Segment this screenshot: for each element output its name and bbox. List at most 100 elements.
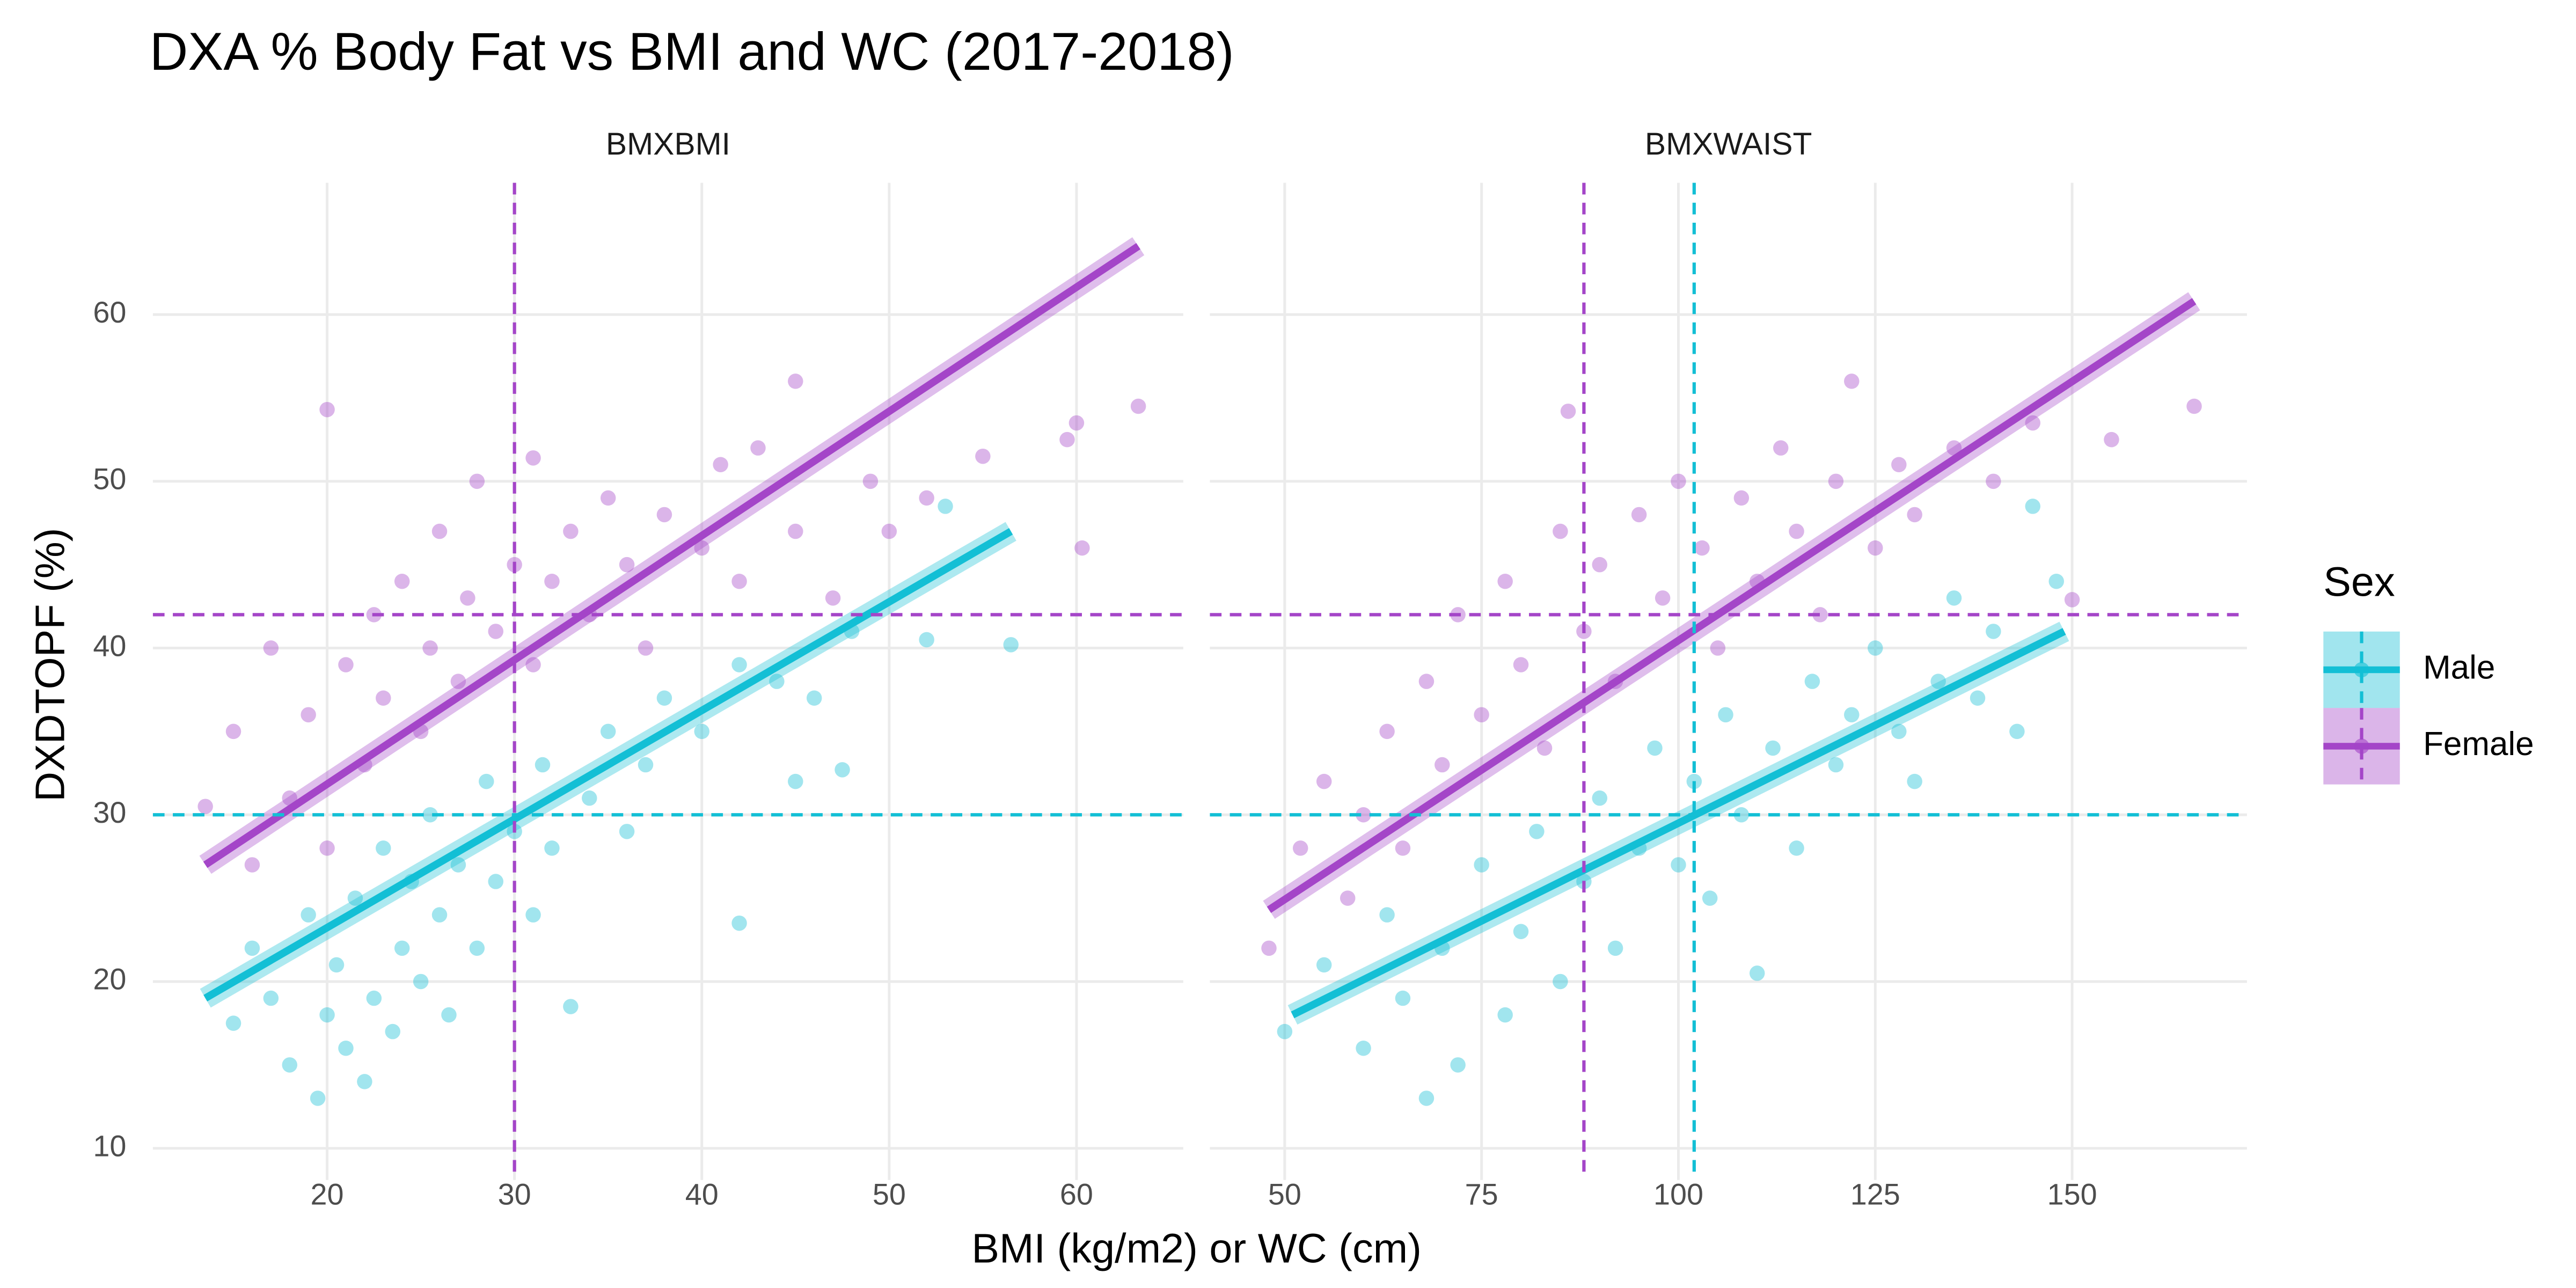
y-tick-label: 60 [93,296,126,329]
y-tick-label: 30 [93,796,126,829]
point [600,723,616,740]
point [1907,773,1922,789]
point [1930,674,1946,689]
point [225,723,241,740]
fit-line [1291,628,2066,1019]
point [544,840,560,856]
point [1868,540,1883,556]
point [319,401,335,418]
point [1474,857,1489,873]
point [1773,440,1789,456]
point [2009,723,2025,740]
point [469,940,485,956]
point [376,690,391,706]
point [731,915,747,931]
facet-label: BMXWAIST [1645,127,1812,162]
point [713,457,728,472]
point [731,657,747,672]
point [2025,499,2040,514]
point [301,907,316,923]
point [1891,723,1907,740]
point [1694,540,1710,556]
point [1868,640,1883,656]
point [975,448,991,464]
x-tick-label: 50 [1268,1177,1301,1211]
point [1474,707,1489,723]
x-tick-label: 20 [311,1177,344,1211]
point [1536,740,1553,756]
point [450,674,466,689]
point [1130,398,1146,414]
point [525,657,541,672]
point [788,773,803,789]
point [2048,574,2065,589]
point [1497,574,1513,589]
point [1789,523,1804,539]
point [619,824,635,839]
point [1765,740,1781,756]
point [769,674,785,689]
point [731,574,747,589]
point [544,574,560,589]
x-tick-label: 30 [498,1177,531,1211]
point [301,707,316,723]
fit-line [1267,298,2197,913]
legend-key-point [2354,662,2369,678]
point [488,624,503,639]
point [600,490,616,506]
point [1261,940,1277,956]
point [319,840,335,856]
point [1395,840,1411,856]
point [1497,1007,1513,1023]
point [1946,440,1962,456]
point [1356,807,1371,823]
legend-label: Female [2423,726,2534,763]
point [806,690,822,706]
point [1560,404,1576,419]
point [1733,490,1750,506]
point [1069,415,1085,431]
point [1970,690,1986,706]
point [1986,473,2001,489]
y-axis-title: DXDTOPF (%) [27,528,74,802]
point [2025,415,2040,431]
legend-key-point [2354,738,2369,754]
point [1718,707,1733,723]
point [656,690,672,706]
point [1450,1057,1466,1073]
point [1789,840,1804,856]
point [488,874,503,889]
point [347,890,363,906]
point [788,523,803,539]
point [919,632,934,648]
point [1074,540,1090,556]
point [582,790,597,806]
point [563,999,579,1014]
point [413,974,429,990]
point [244,940,260,956]
point [460,590,475,606]
point [1553,974,1568,990]
point [1418,1091,1435,1106]
point [1316,957,1332,973]
point [862,473,879,489]
point [1059,431,1075,448]
x-tick-label: 50 [873,1177,906,1211]
point [825,590,841,606]
point [1340,890,1356,906]
point [788,374,803,389]
point [441,1007,457,1023]
point [282,1057,297,1073]
chart-title: DXA % Body Fat vs BMI and WC (2017-2018) [150,21,1234,81]
facet-label: BMXBMI [606,127,730,162]
point [1277,1023,1293,1040]
point [1710,640,1726,656]
point [1553,523,1568,539]
point [1828,757,1844,773]
x-axis-title: BMI (kg/m2) or WC (cm) [971,1225,1422,1271]
point [394,940,410,956]
y-tick-label: 10 [93,1129,126,1162]
point [357,1074,372,1089]
point [422,640,438,656]
